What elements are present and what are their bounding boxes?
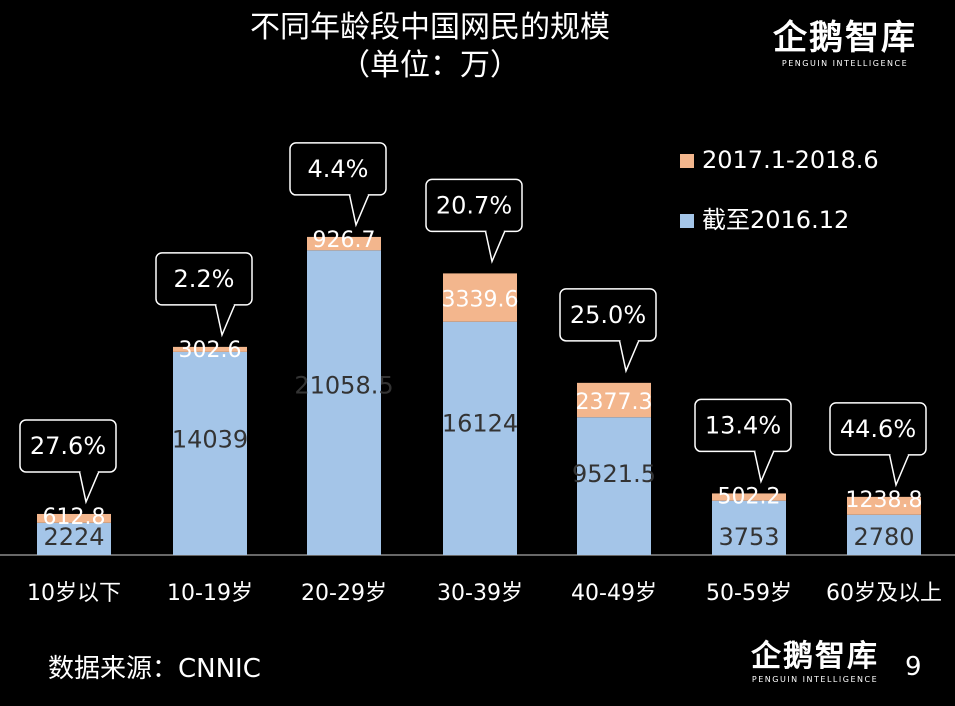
bar-increment-2 bbox=[307, 236, 381, 251]
base-value-label-1: 14039 bbox=[172, 425, 248, 453]
growth-percent-label-1: 2.2% bbox=[174, 265, 235, 293]
growth-percent-label-5: 13.4% bbox=[705, 411, 781, 439]
logo-name: 企鹅智库 bbox=[773, 18, 917, 58]
increment-value-label-4: 2377.3 bbox=[576, 390, 653, 415]
category-label-1: 10-19岁 bbox=[167, 581, 253, 606]
bar-increment-1 bbox=[173, 346, 247, 352]
bar-increment-0 bbox=[37, 513, 111, 523]
growth-callout-tail-3 bbox=[484, 231, 506, 264]
bar-base-1 bbox=[173, 351, 247, 555]
bar-base-3 bbox=[443, 321, 517, 555]
increment-value-label-2: 926.7 bbox=[313, 228, 376, 253]
bar-base-6 bbox=[847, 514, 921, 555]
category-label-6: 60岁及以上 bbox=[826, 581, 942, 606]
increment-value-label-3: 3339.6 bbox=[442, 288, 519, 313]
bar-base-2 bbox=[307, 250, 381, 555]
category-label-0: 10岁以下 bbox=[27, 581, 121, 606]
base-value-label-6: 2780 bbox=[853, 523, 914, 551]
growth-callout-box-0 bbox=[19, 419, 117, 473]
penguin-intelligence-logo: 企鹅智库 PENGUIN INTELLIGENCE bbox=[760, 18, 930, 68]
growth-callout-tail-6 bbox=[888, 454, 910, 488]
category-label-5: 50-59岁 bbox=[706, 581, 792, 606]
bar-increment-4 bbox=[577, 382, 651, 418]
logo-tagline: PENGUIN INTELLIGENCE bbox=[781, 59, 909, 68]
increment-value-label-5: 502.2 bbox=[718, 484, 781, 509]
base-value-label-4: 9521.5 bbox=[572, 460, 656, 488]
bar-base-5 bbox=[712, 500, 786, 555]
growth-callout-tail-1 bbox=[214, 304, 236, 338]
bar-increment-5 bbox=[712, 493, 786, 501]
growth-callout-box-6 bbox=[829, 402, 927, 456]
growth-percent-label-2: 4.4% bbox=[308, 155, 369, 183]
growth-percent-label-6: 44.6% bbox=[840, 415, 916, 443]
bar-increment-3 bbox=[443, 273, 517, 322]
category-label-3: 30-39岁 bbox=[437, 581, 523, 606]
legend-label-1: 截至2016.12 bbox=[702, 206, 849, 234]
growth-callout-tail-2 bbox=[348, 194, 370, 228]
bar-increment-6 bbox=[847, 496, 921, 515]
category-label-2: 20-29岁 bbox=[301, 581, 387, 606]
increment-value-label-0: 612.8 bbox=[43, 505, 106, 530]
base-value-label-3: 16124 bbox=[442, 409, 518, 437]
growth-callout-box-5 bbox=[694, 398, 792, 453]
base-value-label-2: 21058.5 bbox=[294, 372, 393, 400]
bar-base-0 bbox=[37, 522, 111, 555]
growth-callout-tail-5 bbox=[753, 451, 775, 484]
chart-subtitle: （单位：万） bbox=[340, 48, 520, 83]
growth-percent-label-4: 25.0% bbox=[570, 301, 646, 329]
base-value-label-0: 2224 bbox=[43, 523, 104, 551]
growth-callout-tail-0 bbox=[78, 471, 100, 505]
legend-swatch-1 bbox=[680, 214, 694, 228]
logo-footer-tagline: PENGUIN INTELLIGENCE bbox=[751, 675, 879, 684]
chart-title: 不同年龄段中国网民的规模 bbox=[250, 10, 610, 45]
growth-callout-tail-4 bbox=[618, 340, 640, 374]
base-value-label-5: 3753 bbox=[718, 523, 779, 551]
increment-value-label-1: 302.6 bbox=[179, 338, 242, 363]
growth-callout-box-3 bbox=[425, 178, 523, 233]
growth-callout-box-4 bbox=[559, 288, 657, 342]
legend-label-0: 2017.1-2018.6 bbox=[702, 146, 879, 174]
growth-callout-box-1 bbox=[155, 252, 253, 306]
growth-callout-box-2 bbox=[289, 142, 387, 196]
bar-base-4 bbox=[577, 417, 651, 555]
increment-value-label-6: 1238.8 bbox=[846, 488, 923, 513]
category-label-4: 40-49岁 bbox=[571, 581, 657, 606]
growth-percent-label-0: 27.6% bbox=[30, 432, 106, 460]
growth-percent-label-3: 20.7% bbox=[436, 191, 512, 219]
data-source: 数据来源：CNNIC bbox=[48, 654, 261, 684]
penguin-intelligence-logo-footer: 企鹅智库 PENGUIN INTELLIGENCE bbox=[730, 639, 900, 685]
page-number: 9 bbox=[905, 652, 922, 682]
logo-footer-name: 企鹅智库 bbox=[751, 639, 879, 674]
legend-swatch-0 bbox=[680, 154, 694, 168]
